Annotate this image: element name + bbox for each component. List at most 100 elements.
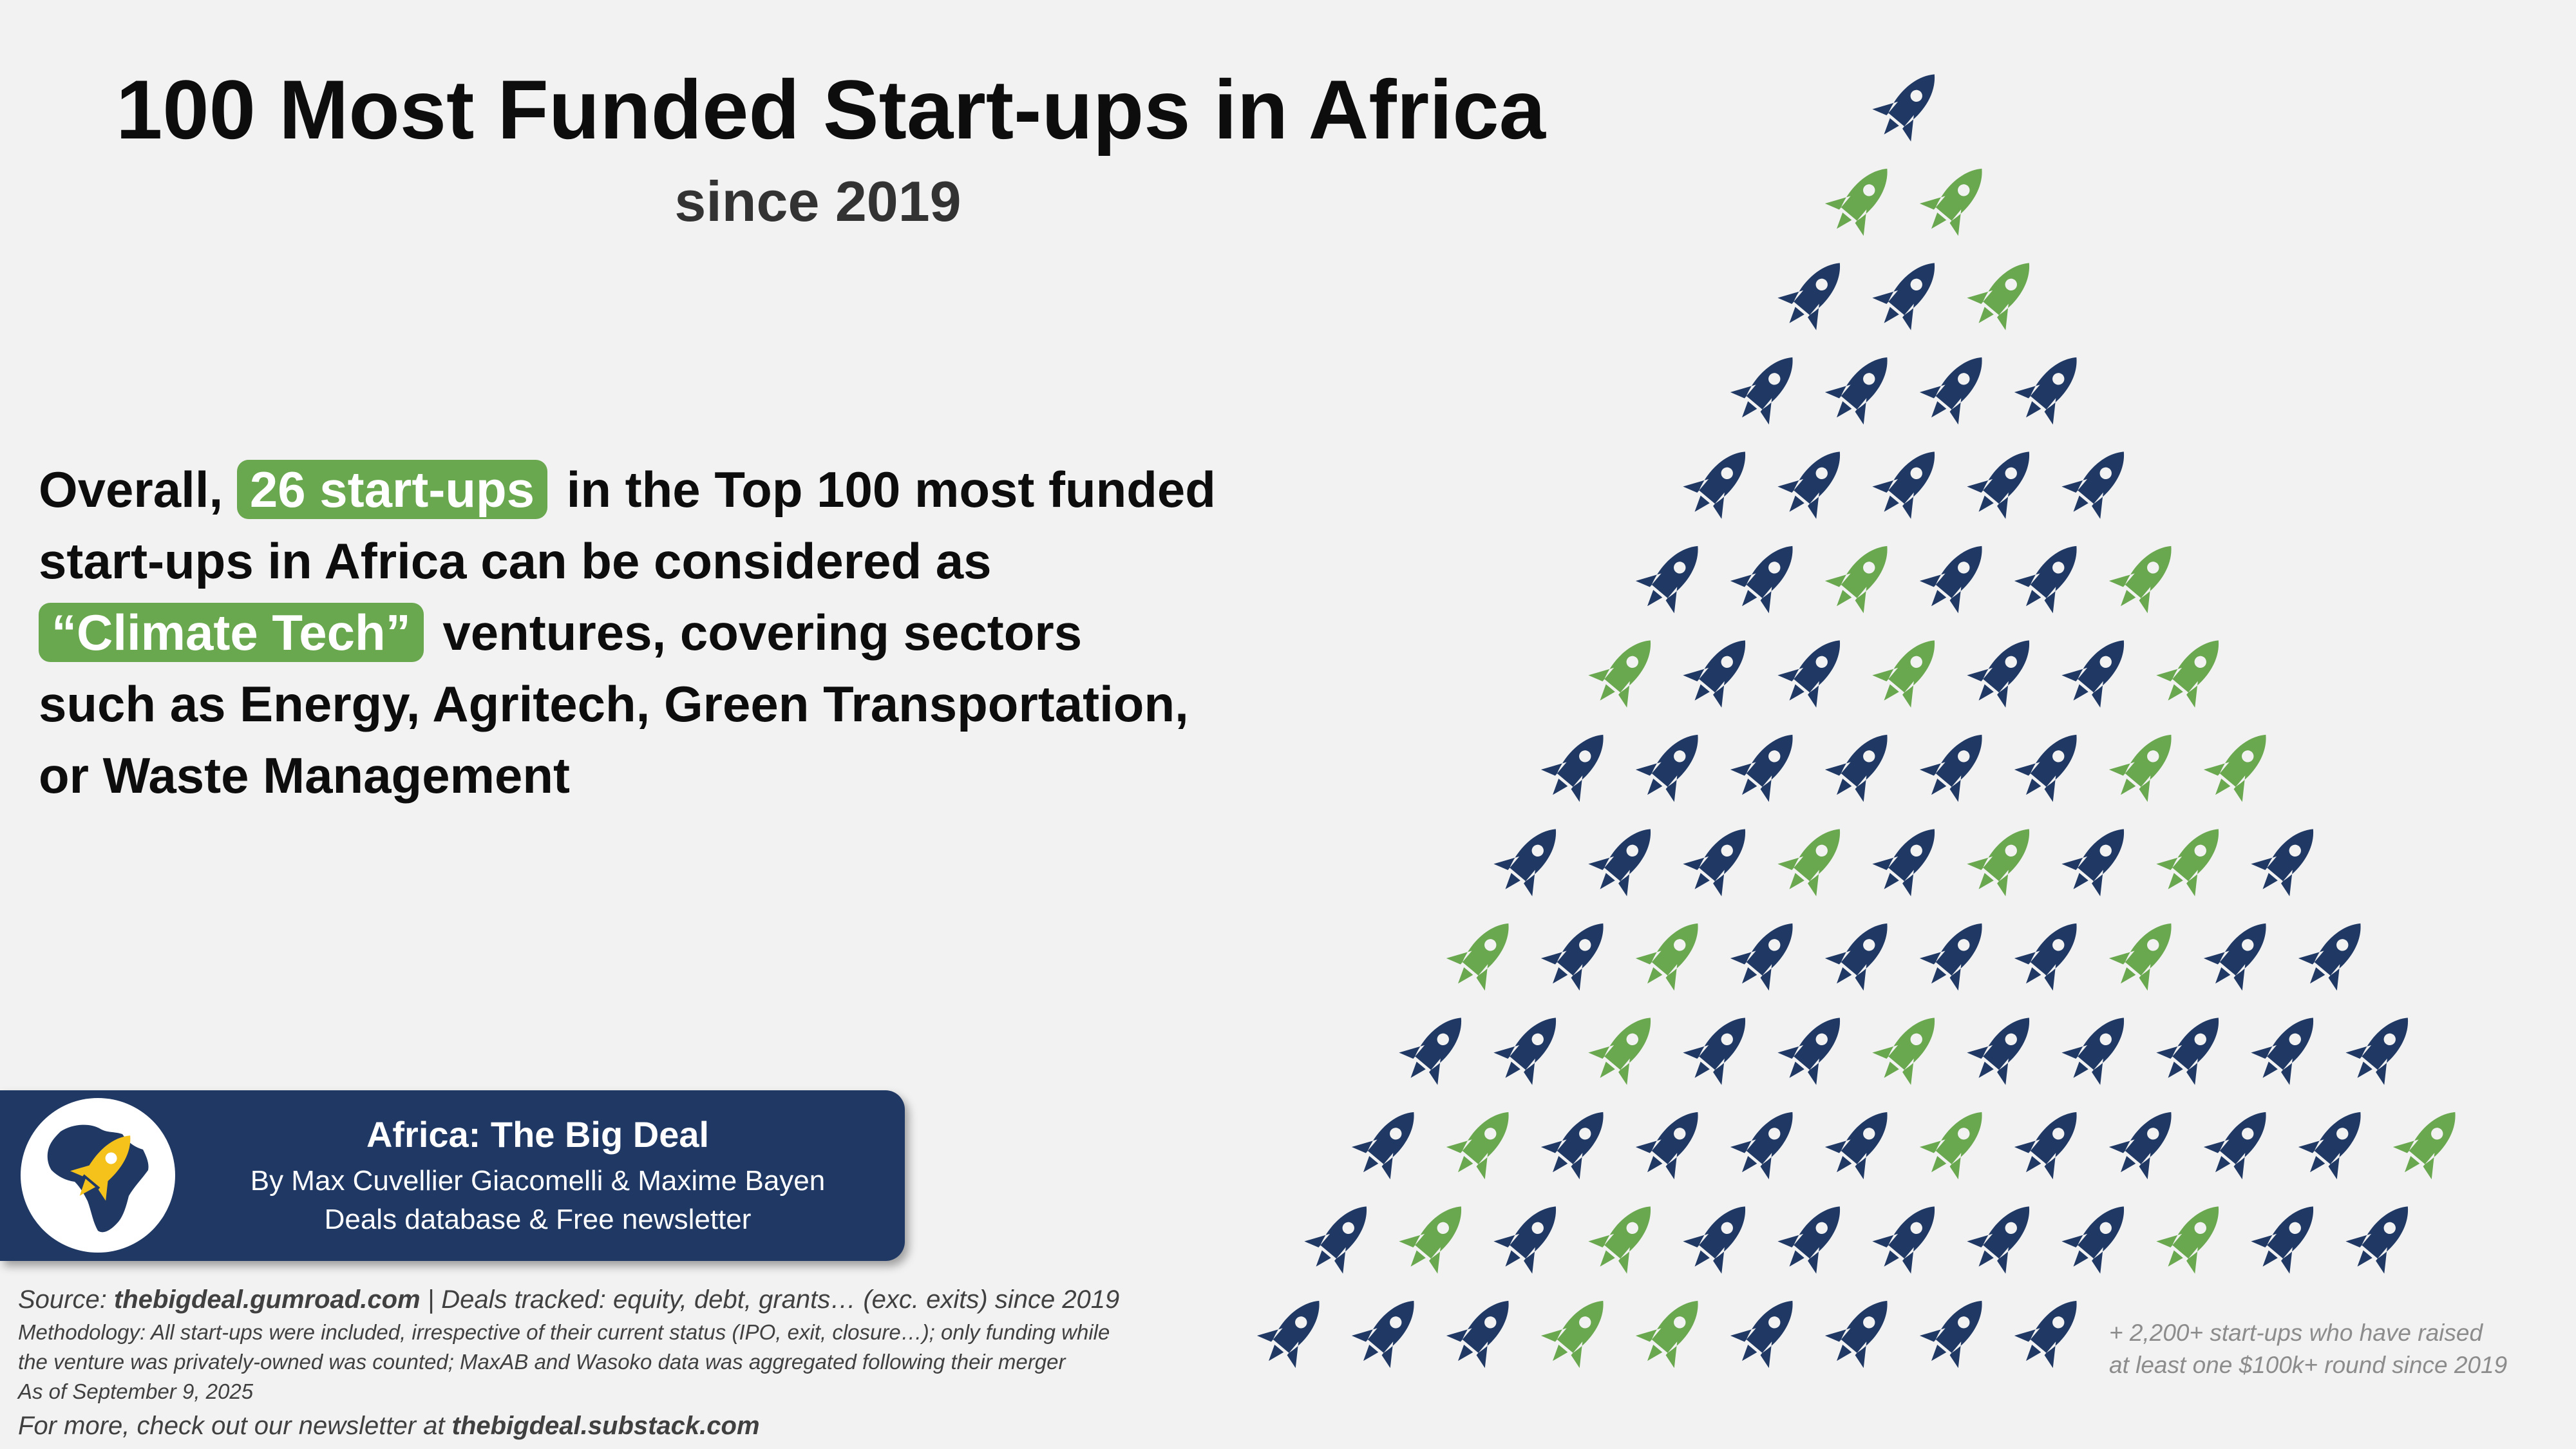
rocket-icon-climate-tech bbox=[1446, 923, 1509, 991]
source-line: Source: thebigdeal.gumroad.com | Deals t… bbox=[18, 1282, 1306, 1318]
statement-after-label: ventures, covering sectors bbox=[428, 604, 1083, 661]
statement-line-5: or Waste Management bbox=[39, 747, 570, 804]
page-subtitle: since 2019 bbox=[674, 169, 961, 233]
rocket-icon-climate-tech bbox=[1635, 1300, 1698, 1368]
rocket-icon bbox=[1730, 1300, 1793, 1368]
rocket-icon bbox=[1730, 734, 1793, 802]
note-line-2: at least one $100k+ round since 2019 bbox=[2109, 1352, 2508, 1378]
as-of-date: As of September 9, 2025 bbox=[18, 1379, 254, 1403]
methodology-line-2: the venture was privately-owned was coun… bbox=[18, 1350, 1066, 1374]
rocket-icon bbox=[2298, 923, 2361, 991]
rocket-icon bbox=[2014, 923, 2077, 991]
source-link[interactable]: thebigdeal.gumroad.com bbox=[113, 1285, 421, 1314]
rocket-icon bbox=[1730, 1112, 1793, 1180]
rocket-icon-climate-tech bbox=[2392, 1112, 2456, 1180]
rocket-icon-climate-tech bbox=[1824, 168, 1888, 236]
rocket-icon bbox=[2251, 1206, 2313, 1274]
rocket-icon bbox=[1683, 829, 1745, 896]
key-statement: Overall, 26 start-ups in the Top 100 mos… bbox=[39, 454, 1327, 811]
rocket-icon bbox=[1730, 923, 1793, 991]
rocket-icon bbox=[2251, 829, 2313, 896]
rocket-icon bbox=[1919, 734, 1982, 802]
rocket-icon-climate-tech bbox=[2156, 640, 2219, 708]
rocket-icon bbox=[1351, 1300, 1414, 1368]
rocket-icon-climate-tech bbox=[1919, 168, 1982, 236]
newsletter-line: For more, check out our newsletter at th… bbox=[18, 1406, 1306, 1445]
rocket-icon bbox=[2108, 1112, 2172, 1180]
rocket-icon-climate-tech bbox=[1446, 1112, 1509, 1180]
statement-prefix: Overall, bbox=[39, 461, 223, 518]
rocket-icon bbox=[2203, 1112, 2266, 1180]
rocket-icon bbox=[1399, 1018, 1461, 1085]
rocket-icon bbox=[2061, 640, 2124, 708]
rocket-icon bbox=[1493, 1206, 1556, 1274]
rocket-icon bbox=[1872, 451, 1935, 519]
rocket-icon-climate-tech bbox=[2108, 734, 2172, 802]
newsletter-link[interactable]: thebigdeal.substack.com bbox=[451, 1412, 760, 1440]
rocket-icon bbox=[2014, 1300, 2077, 1368]
rocket-icon bbox=[1872, 1206, 1935, 1274]
rocket-icon bbox=[1777, 640, 1840, 708]
rocket-icon bbox=[2345, 1018, 2408, 1085]
rocket-icon bbox=[1683, 451, 1745, 519]
rocket-icon bbox=[1256, 1300, 1320, 1368]
rocket-icon-climate-tech bbox=[1635, 923, 1698, 991]
rocket-icon-climate-tech bbox=[1399, 1206, 1461, 1274]
rocket-icon bbox=[2061, 451, 2124, 519]
rocket-icon bbox=[1730, 357, 1793, 425]
rocket-icon bbox=[1824, 923, 1888, 991]
rocket-icon-climate-tech bbox=[1588, 1018, 1651, 1085]
rocket-icon bbox=[2203, 923, 2266, 991]
rocket-icon bbox=[1446, 1300, 1509, 1368]
rocket-icon bbox=[2251, 1018, 2313, 1085]
rocket-icon bbox=[1777, 451, 1840, 519]
rocket-icon bbox=[1493, 1018, 1556, 1085]
brand-banner: Africa: The Big Deal By Max Cuvellier Gi… bbox=[0, 1090, 905, 1261]
rocket-icon bbox=[1493, 829, 1556, 896]
brand-authors: By Max Cuvellier Giacomelli & Maxime Bay… bbox=[250, 1165, 826, 1197]
rocket-icon bbox=[1919, 923, 1982, 991]
rocket-icon bbox=[1304, 1206, 1367, 1274]
rocket-icon bbox=[1635, 734, 1698, 802]
source-footer: Source: thebigdeal.gumroad.com | Deals t… bbox=[18, 1282, 1306, 1445]
rocket-icon-climate-tech bbox=[1872, 640, 1935, 708]
statement-after-count: in the Top 100 most funded bbox=[553, 461, 1216, 518]
rocket-icon-climate-tech bbox=[1588, 1206, 1651, 1274]
rocket-icon bbox=[1635, 1112, 1698, 1180]
rocket-icon-climate-tech bbox=[1967, 829, 2029, 896]
rocket-icon bbox=[2014, 734, 2077, 802]
rocket-icon bbox=[1824, 1112, 1888, 1180]
rocket-icon bbox=[1540, 923, 1604, 991]
rocket-icon bbox=[1730, 545, 1793, 614]
rocket-icon bbox=[2061, 1206, 2124, 1274]
rocket-icon-climate-tech bbox=[1777, 829, 1840, 896]
highlight-label-badge: “Climate Tech” bbox=[39, 603, 424, 662]
rocket-icon-climate-tech bbox=[2108, 923, 2172, 991]
rocket-icon bbox=[1540, 734, 1604, 802]
rocket-icon-climate-tech bbox=[2108, 545, 2172, 614]
rocket-icon bbox=[1683, 1206, 1745, 1274]
rocket-icon-climate-tech bbox=[2156, 829, 2219, 896]
rocket-icon bbox=[2014, 357, 2077, 425]
brand-tagline: Deals database & Free newsletter bbox=[324, 1204, 752, 1235]
rocket-icon bbox=[1635, 545, 1698, 614]
rocket-icon bbox=[1588, 829, 1651, 896]
rocket-icon bbox=[1777, 1018, 1840, 1085]
rocket-icon bbox=[1683, 1018, 1745, 1085]
page-title: 100 Most Funded Start-ups in Africa bbox=[116, 62, 1546, 156]
rocket-icon bbox=[1919, 357, 1982, 425]
source-details: | Deals tracked: equity, debt, grants… (… bbox=[420, 1285, 1120, 1314]
rocket-icon bbox=[2061, 829, 2124, 896]
rocket-icon bbox=[2156, 1018, 2219, 1085]
rocket-icon-climate-tech bbox=[1919, 1112, 1982, 1180]
note-line-1: + 2,200+ start-ups who have raised bbox=[2109, 1320, 2483, 1346]
rocket-icon bbox=[1540, 1112, 1604, 1180]
rocket-icon bbox=[2014, 1112, 2077, 1180]
rocket-icon-climate-tech bbox=[1824, 545, 1888, 614]
rocket-icon bbox=[1824, 734, 1888, 802]
rocket-icon bbox=[1872, 263, 1935, 330]
rocket-icon bbox=[1872, 829, 1935, 896]
rocket-icon bbox=[2014, 545, 2077, 614]
rocket-icon bbox=[1967, 640, 2029, 708]
